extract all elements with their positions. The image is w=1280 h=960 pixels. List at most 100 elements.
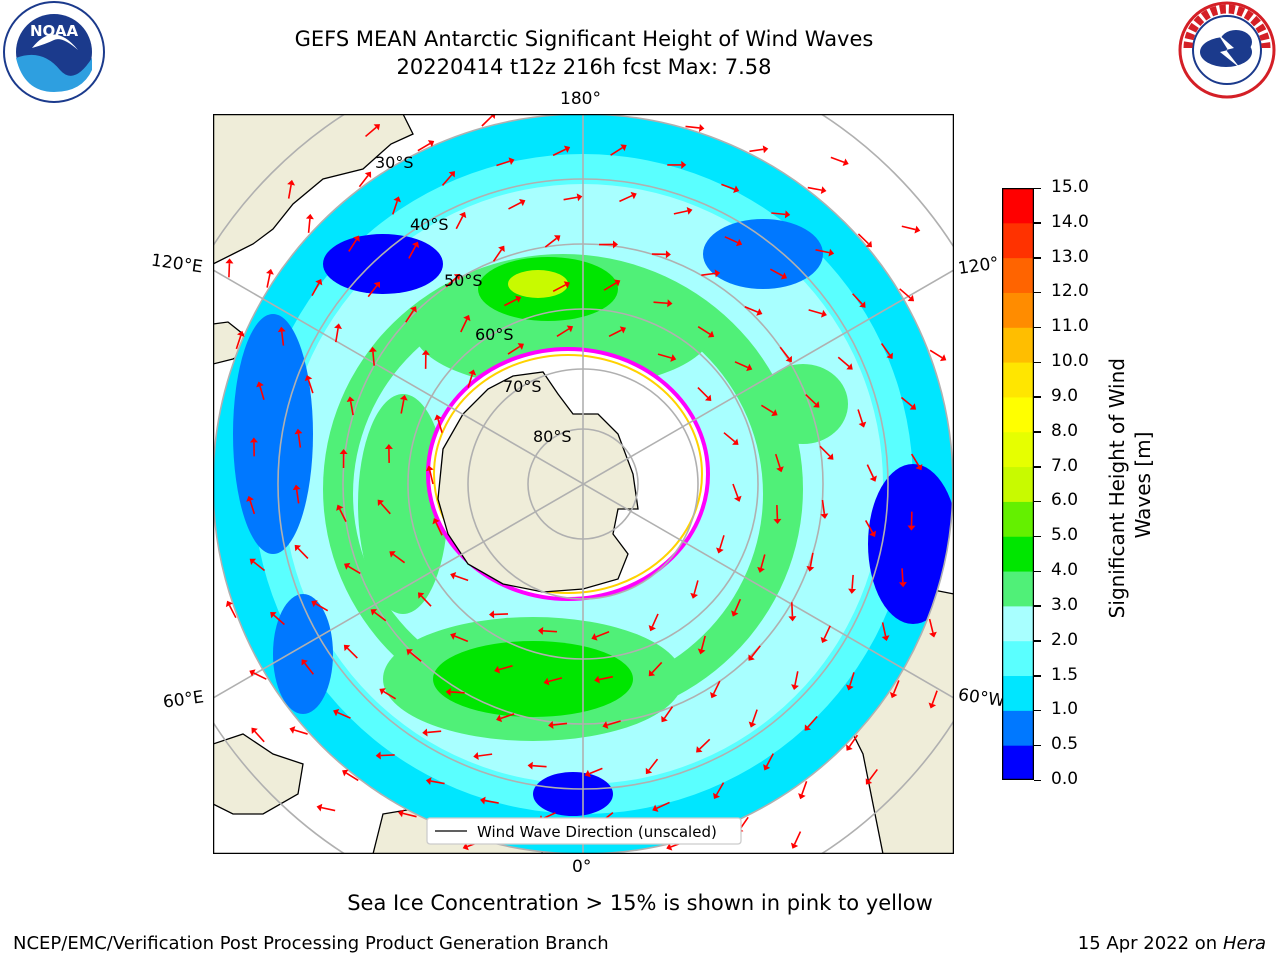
colorbar-tick-mark [1034, 361, 1041, 364]
wind-arrow-head [277, 326, 286, 333]
wind-arrow [700, 635, 706, 650]
wind-arrow [732, 483, 739, 498]
wind-arrow-head [368, 346, 377, 353]
noaa-logo-text: NOAA [30, 22, 79, 40]
wind-arrow [321, 806, 336, 812]
wind-arrow [455, 215, 464, 230]
wind-arrow-head [710, 692, 718, 699]
colorbar-cell [1002, 536, 1034, 572]
wind-arrow [851, 574, 854, 589]
wind-arrow [929, 349, 943, 359]
wind-arrow-head [316, 803, 323, 812]
wind-arrow-head [716, 547, 724, 554]
colorbar-tick-label: 4.0 [1051, 560, 1079, 581]
wind-arrow [821, 499, 826, 515]
wind-arrow [852, 293, 863, 305]
lon-label-120e: 120°E [149, 250, 204, 278]
colorbar-title: Significant Height of Wind Waves [m] [1105, 358, 1155, 618]
wind-arrow-head [733, 185, 740, 194]
wind-arrow [372, 351, 375, 366]
wind-arrow-head [342, 769, 349, 777]
wind-arrow [715, 782, 725, 796]
wind-arrow-head [496, 714, 503, 723]
wind-arrow [467, 373, 474, 388]
wind-arrow-head [417, 592, 425, 599]
colorbar-tick-mark [1034, 535, 1041, 538]
wind-arrow [259, 386, 265, 400]
wind-arrow [808, 309, 823, 315]
wind-arrow-head [225, 258, 234, 264]
wind-arrow [837, 356, 850, 367]
wind-arrow-head [450, 632, 457, 640]
wind-arrow-head [389, 551, 396, 558]
wind-arrow-head [343, 644, 351, 652]
wind-arrow-head [480, 796, 486, 805]
colorbar-tick-mark [1034, 466, 1041, 468]
wind-arrow [815, 249, 830, 254]
lat-label-30s: 30°S [375, 153, 414, 172]
wind-arrow-head [748, 654, 755, 661]
wind-arrow-head [670, 354, 677, 362]
wind-arrow [868, 768, 878, 782]
wind-arrow [657, 353, 672, 359]
wind-arrow [651, 661, 663, 674]
lon-label-60e: 60°E [161, 687, 206, 713]
wind-arrow [648, 758, 659, 771]
wind-arrow [408, 245, 417, 259]
wind-arrow-head [462, 842, 469, 851]
wind-arrow [295, 489, 300, 504]
wind-arrow [721, 183, 735, 191]
wind-arrow [450, 691, 465, 694]
wind-arrow-head [698, 124, 705, 132]
wind-arrow-head [827, 453, 834, 460]
lon-label-180: 180° [560, 89, 601, 109]
wind-arrow-head [292, 484, 301, 491]
colorbar-tick-mark [1034, 744, 1041, 747]
wind-arrow [430, 780, 445, 785]
wind-arrow [297, 547, 309, 560]
wind-arrow [337, 711, 351, 719]
wind-arrow [719, 535, 725, 549]
colorbar-cell [1002, 188, 1034, 224]
wind-arrow [751, 709, 758, 724]
wind-arrow-head [652, 804, 659, 812]
wind-arrow-head [591, 633, 598, 641]
chart-subtitle: 20220414 t12z 216h fcst Max: 7.58 [396, 55, 772, 79]
colorbar-tick-mark [1034, 500, 1041, 503]
wind-arrow-head [294, 428, 303, 435]
wind-arrow-head [289, 726, 296, 734]
wind-arrow-head [735, 238, 743, 247]
wind-arrow-head [734, 495, 742, 502]
wind-arrow-head [859, 301, 866, 308]
wind-arrow-head [377, 499, 384, 507]
colorbar-tick-mark [1034, 709, 1041, 712]
wind-arrow-head [731, 610, 739, 617]
wind-arrow-head [620, 144, 627, 152]
wind-arrow-head [336, 504, 344, 511]
wind-arrow [445, 276, 458, 288]
colorbar-tick-mark [1034, 779, 1041, 781]
colorbar-tick-label: 0.5 [1051, 734, 1079, 755]
colorbar-cell [1002, 605, 1034, 642]
colorbar-tick-mark [1034, 291, 1041, 294]
wind-arrow [723, 432, 736, 443]
wind-arrow [383, 690, 397, 700]
wind-arrow-head [422, 728, 428, 737]
lat-label-40s: 40°S [410, 215, 449, 234]
wind-arrow [619, 194, 633, 203]
wind-arrow-head [537, 626, 544, 635]
wind-arrow [769, 268, 784, 277]
wind-arrow [420, 595, 432, 607]
wind-arrow [928, 618, 934, 633]
wind-arrow [760, 404, 774, 414]
colorbar-tick-label: 10.0 [1051, 351, 1089, 372]
colorbar-title-line2: Waves [m] [1131, 432, 1155, 539]
wind-arrow [776, 505, 779, 520]
wind-arrow [663, 706, 674, 719]
wind-arrow [235, 335, 242, 350]
colorbar-cell [1002, 292, 1034, 328]
wind-arrow [807, 715, 818, 728]
wind-arrow-head [697, 648, 706, 655]
wind-arrow [400, 399, 405, 414]
wind-arrow [760, 554, 766, 569]
